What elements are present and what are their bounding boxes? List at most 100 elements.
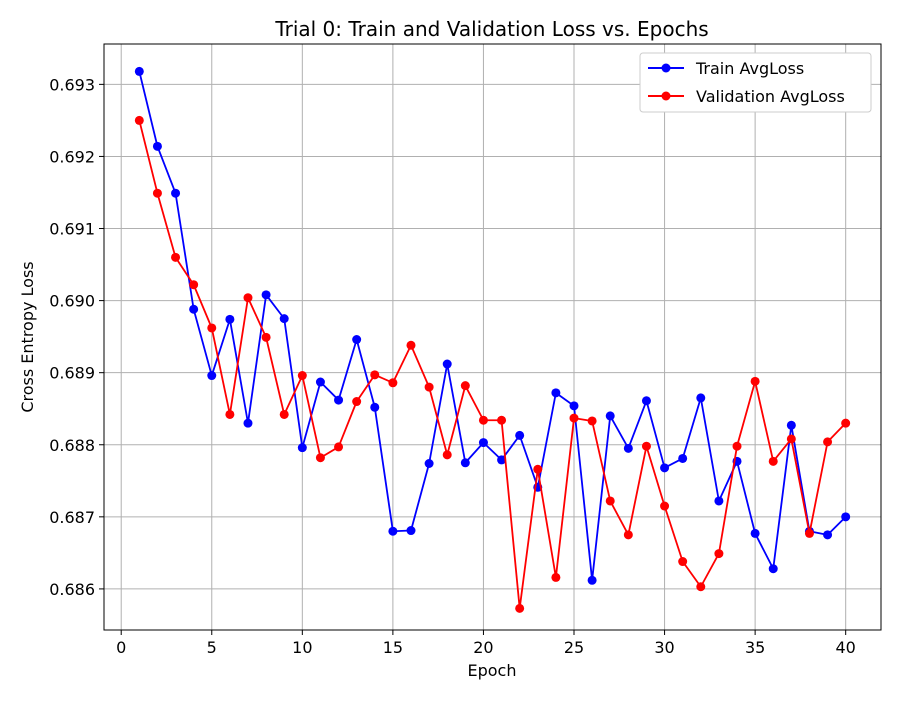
x-tick-label: 20 — [473, 638, 493, 657]
data-point-0 — [678, 453, 688, 463]
y-tick-label: 0.689 — [49, 364, 95, 383]
data-point-0 — [189, 304, 199, 314]
legend: Train AvgLoss Validation AvgLoss — [639, 52, 872, 113]
data-point-1 — [189, 280, 199, 290]
data-point-0 — [497, 455, 507, 465]
data-point-0 — [406, 526, 416, 536]
data-point-1 — [750, 376, 760, 386]
data-point-0 — [660, 463, 670, 473]
series-line-0 — [138, 71, 847, 582]
data-point-0 — [207, 371, 217, 381]
data-point-0 — [696, 393, 706, 403]
data-point-1 — [388, 378, 398, 388]
data-point-1 — [696, 582, 706, 592]
data-point-1 — [243, 293, 253, 303]
data-point-1 — [841, 418, 851, 428]
data-point-0 — [786, 420, 796, 430]
series-group — [134, 66, 851, 613]
data-point-0 — [225, 314, 235, 324]
data-point-1 — [460, 381, 470, 391]
plot-frame — [103, 43, 882, 631]
data-point-0 — [388, 526, 398, 536]
data-point-0 — [424, 458, 434, 468]
data-point-0 — [569, 401, 579, 411]
data-point-1 — [569, 413, 579, 423]
data-point-1 — [370, 370, 380, 380]
data-point-1 — [804, 528, 814, 538]
data-point-0 — [750, 528, 760, 538]
data-point-1 — [171, 252, 181, 262]
data-point-0 — [768, 564, 778, 574]
data-point-1 — [786, 434, 796, 444]
y-tick-label: 0.693 — [49, 75, 95, 94]
data-point-0 — [641, 396, 651, 406]
data-point-0 — [370, 402, 380, 412]
data-point-0 — [551, 388, 561, 398]
data-point-1 — [478, 415, 488, 425]
data-point-0 — [279, 314, 289, 324]
data-point-0 — [460, 458, 470, 468]
data-point-1 — [641, 441, 651, 451]
data-point-0 — [134, 66, 144, 76]
chart-title: Trial 0: Train and Validation Loss vs. E… — [274, 17, 708, 41]
data-point-0 — [243, 418, 253, 428]
y-tick-label: 0.691 — [49, 220, 95, 239]
data-point-0 — [334, 395, 344, 405]
axis-ticks: 0 5 10 15 20 25 30 35 40 0.686 0.687 0.688 0.689 0.69… — [49, 75, 856, 657]
data-point-1 — [279, 409, 289, 419]
data-point-1 — [497, 415, 507, 425]
y-tick-label: 0.690 — [49, 292, 95, 311]
data-point-0 — [823, 530, 833, 540]
data-point-0 — [261, 290, 271, 300]
y-tick-label: 0.688 — [49, 436, 95, 455]
data-point-1 — [334, 442, 344, 452]
data-point-1 — [424, 382, 434, 392]
data-point-1 — [678, 557, 688, 567]
data-point-0 — [587, 575, 597, 585]
y-tick-label: 0.686 — [49, 580, 95, 599]
data-point-0 — [714, 496, 724, 506]
x-tick-label: 35 — [745, 638, 765, 657]
x-tick-label: 5 — [207, 638, 217, 657]
data-point-1 — [515, 603, 525, 613]
data-point-1 — [714, 549, 724, 559]
x-tick-label: 0 — [116, 638, 126, 657]
data-point-1 — [551, 572, 561, 582]
legend-train-label: Train AvgLoss — [695, 59, 804, 78]
data-point-0 — [478, 438, 488, 448]
data-point-1 — [587, 416, 597, 426]
legend-validation-label: Validation AvgLoss — [696, 87, 845, 106]
y-tick-label: 0.692 — [49, 147, 95, 166]
data-point-1 — [315, 453, 325, 463]
data-point-1 — [406, 340, 416, 350]
y-tick-label: 0.687 — [49, 508, 95, 527]
data-point-1 — [533, 464, 543, 474]
data-point-0 — [352, 335, 362, 345]
x-tick-label: 15 — [383, 638, 403, 657]
data-point-0 — [152, 141, 162, 151]
data-point-0 — [623, 443, 633, 453]
data-point-0 — [297, 443, 307, 453]
data-point-1 — [207, 323, 217, 333]
x-axis-label: Epoch — [468, 661, 517, 680]
data-point-1 — [297, 371, 307, 381]
data-point-0 — [171, 188, 181, 198]
data-point-1 — [152, 188, 162, 198]
data-point-1 — [660, 501, 670, 511]
legend-train-marker — [661, 63, 671, 73]
data-point-0 — [515, 430, 525, 440]
data-point-1 — [134, 115, 144, 125]
data-point-0 — [841, 512, 851, 522]
data-point-0 — [315, 377, 325, 387]
data-point-1 — [352, 397, 362, 407]
data-point-1 — [623, 530, 633, 540]
data-point-0 — [605, 411, 615, 421]
data-point-0 — [442, 359, 452, 369]
data-point-1 — [768, 456, 778, 466]
y-axis-label: Cross Entropy Loss — [18, 261, 37, 412]
x-tick-label: 40 — [836, 638, 856, 657]
x-tick-label: 10 — [292, 638, 312, 657]
data-point-1 — [225, 409, 235, 419]
